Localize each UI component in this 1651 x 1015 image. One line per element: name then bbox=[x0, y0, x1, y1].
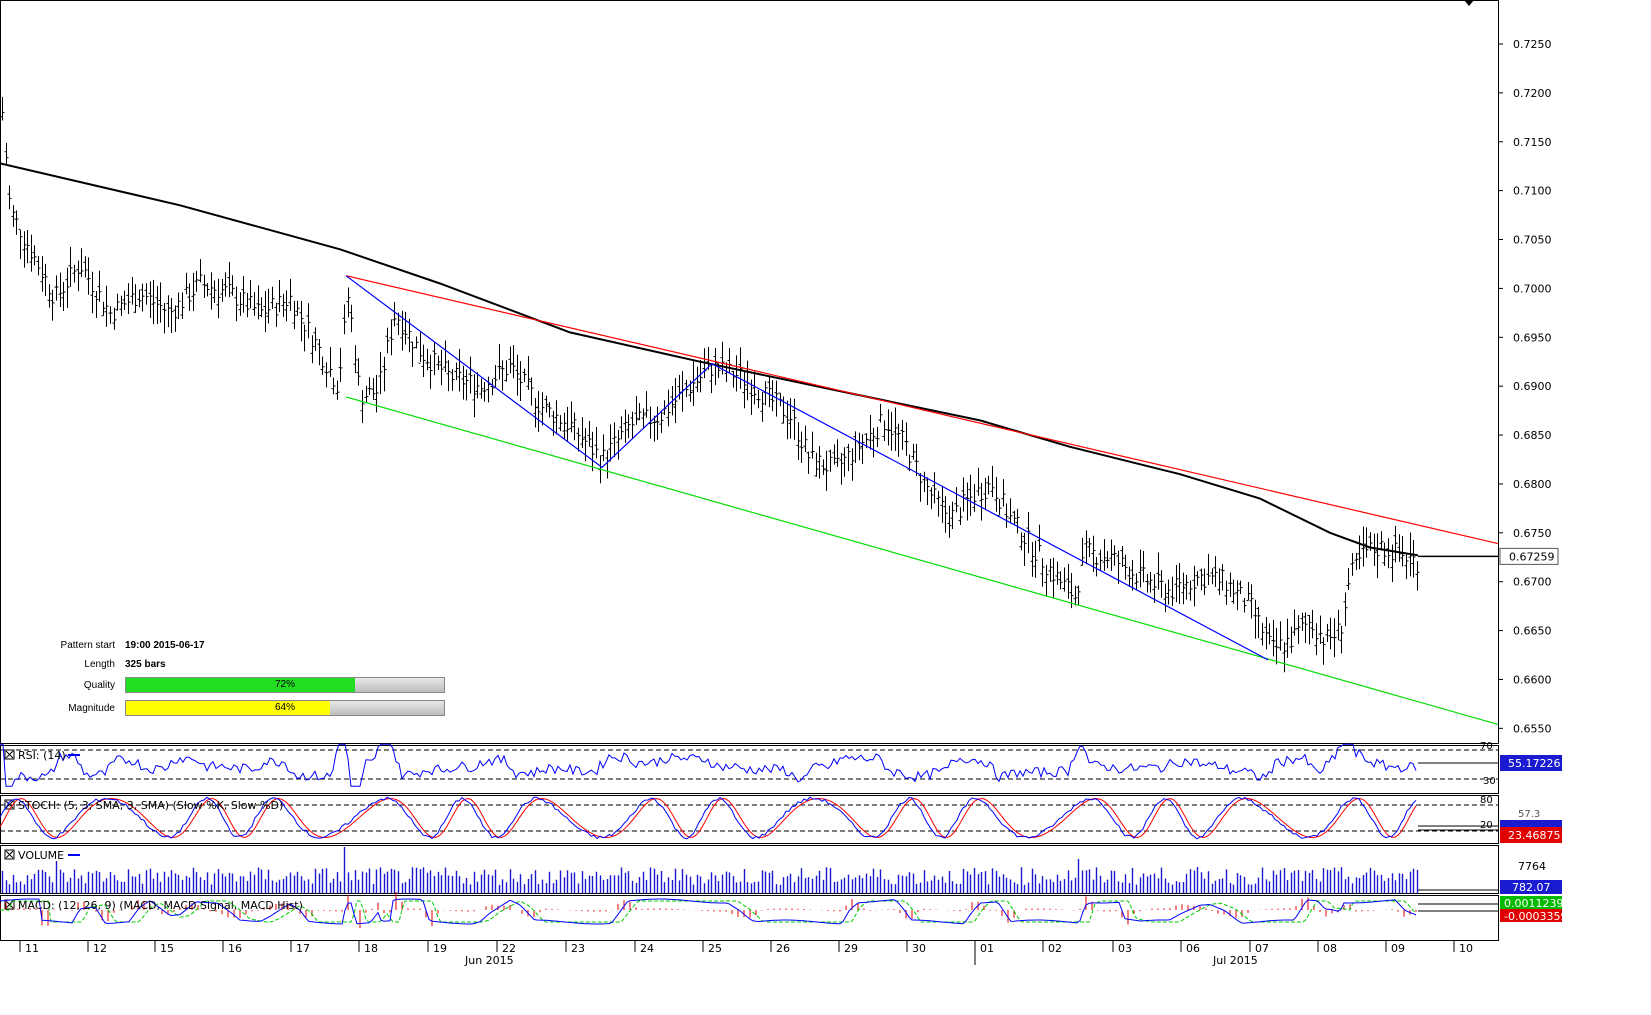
channel-upper-line bbox=[345, 275, 1499, 545]
macd-title: MACD: (12, 26, 9) (MACD, MACD Signal, MA… bbox=[18, 899, 303, 912]
main-price-panel bbox=[0, 0, 1499, 744]
x-day-label: 29 bbox=[844, 942, 858, 955]
macd-value: 0.0011239 bbox=[1504, 897, 1564, 910]
price-axis: 0.7250 0.7200 0.7150 0.7100 0.7050 0.7000 0.69… bbox=[1498, 38, 1559, 735]
rsi-title: RSI: (14) bbox=[18, 749, 66, 762]
quality-label: Quality bbox=[83, 680, 115, 691]
current-price-box bbox=[1499, 547, 1559, 565]
y-tick-label: 0.6850 bbox=[1513, 429, 1552, 442]
scroll-arrow-icon bbox=[1464, 0, 1474, 6]
length-value: 325 bars bbox=[125, 659, 166, 670]
stoch-value-box bbox=[1500, 827, 1562, 843]
macd-signal-line bbox=[0, 900, 1417, 923]
y-tick-label: 0.6750 bbox=[1513, 527, 1552, 540]
x-day-label: 08 bbox=[1323, 942, 1337, 955]
x-day-label: 17 bbox=[296, 942, 310, 955]
x-day-label: 07 bbox=[1255, 942, 1269, 955]
rsi-panel-border bbox=[0, 745, 1499, 794]
x-day-label: 03 bbox=[1118, 942, 1132, 955]
ohlc-bars bbox=[0, 96, 1420, 673]
y-tick-label: 0.7200 bbox=[1513, 87, 1552, 100]
rsi-value: 55.17226 bbox=[1508, 757, 1561, 770]
magnitude-bar: 64% bbox=[125, 700, 445, 716]
x-month-label: Jun 2015 bbox=[464, 954, 514, 967]
quality-bar: 72% bbox=[125, 677, 445, 693]
macd-signal-value-box bbox=[1500, 909, 1562, 922]
y-tick-label: 0.6900 bbox=[1513, 380, 1552, 393]
y-tick-label: 0.6600 bbox=[1513, 673, 1552, 686]
volume-value-box bbox=[1500, 880, 1562, 894]
y-tick-label: 0.6800 bbox=[1513, 478, 1552, 491]
close-icon bbox=[5, 900, 14, 909]
rsi-panel: 70 30 55.17226 RSI: (14) bbox=[0, 741, 1562, 794]
x-month-label: Jul 2015 bbox=[1212, 954, 1258, 967]
volume-title: VOLUME bbox=[18, 849, 64, 862]
quality-percent: 72% bbox=[274, 679, 295, 690]
stoch-title: STOCH: (5, 3, SMA, 3, SMA) (Slow %K, Slo… bbox=[18, 799, 283, 812]
magnitude-percent: 64% bbox=[274, 702, 295, 713]
rsi-value-box bbox=[1500, 755, 1562, 771]
stoch-level-label: 80 bbox=[1480, 795, 1493, 806]
length-label: Length bbox=[84, 659, 115, 670]
stoch-value: 23.46875 bbox=[1508, 829, 1561, 842]
channel-lower-line bbox=[345, 396, 1499, 725]
volume-level-label: 7764 bbox=[1518, 860, 1546, 873]
x-day-label: 01 bbox=[980, 942, 994, 955]
volume-value: 782.07 bbox=[1512, 881, 1551, 894]
macd-panel-border bbox=[0, 895, 1499, 941]
y-tick-label: 0.7050 bbox=[1513, 234, 1552, 247]
pattern-info: Pattern start 19:00 2015-06-17 Length 32… bbox=[0, 640, 445, 730]
close-icon bbox=[5, 850, 14, 859]
x-day-label: 16 bbox=[228, 942, 242, 955]
rsi-level-label: 70 bbox=[1480, 741, 1493, 752]
magnitude-label: Magnitude bbox=[68, 703, 115, 714]
stoch-slow-k-line bbox=[0, 796, 1417, 840]
y-tick-label: 0.7100 bbox=[1513, 185, 1552, 198]
macd-value-box bbox=[1500, 896, 1562, 909]
x-day-label: 02 bbox=[1048, 942, 1062, 955]
rsi-line bbox=[0, 743, 1417, 787]
y-tick-label: 0.6950 bbox=[1513, 331, 1552, 344]
x-day-label: 19 bbox=[433, 942, 447, 955]
y-tick-label: 0.7000 bbox=[1513, 282, 1552, 295]
x-day-label: 30 bbox=[912, 942, 926, 955]
moving-average-line bbox=[0, 162, 1419, 557]
x-day-label: 23 bbox=[571, 942, 585, 955]
x-day-label: 09 bbox=[1391, 942, 1405, 955]
y-tick-label: 0.6650 bbox=[1513, 625, 1552, 638]
x-day-label: 15 bbox=[160, 942, 174, 955]
x-day-label: 10 bbox=[1459, 942, 1473, 955]
macd-line bbox=[0, 898, 1417, 925]
current-price-label: 0.67259 bbox=[1509, 550, 1555, 563]
close-icon bbox=[5, 750, 14, 759]
x-day-label: 18 bbox=[364, 942, 378, 955]
x-day-label: 06 bbox=[1186, 942, 1200, 955]
x-day-label: 25 bbox=[708, 942, 722, 955]
stoch-value-hidden: 57.3 bbox=[1518, 809, 1540, 820]
stoch-slow-d-line bbox=[0, 797, 1417, 839]
main-panel-border bbox=[0, 0, 1499, 744]
zigzag-line bbox=[345, 275, 1269, 661]
y-tick-label: 0.6700 bbox=[1513, 576, 1552, 589]
pattern-start-value: 19:00 2015-06-17 bbox=[125, 640, 205, 651]
macd-signal-value: -0.0003359 bbox=[1504, 910, 1567, 923]
y-tick-label: 0.7250 bbox=[1513, 38, 1552, 51]
x-day-label: 11 bbox=[25, 942, 39, 955]
y-tick-label: 0.6550 bbox=[1513, 722, 1552, 735]
x-day-label: 26 bbox=[776, 942, 790, 955]
pattern-start-label: Pattern start bbox=[60, 640, 115, 651]
macd-panel: 0.0011239-0.0003359 MACD: (12, 26, 9) (MA… bbox=[0, 891, 1567, 941]
y-tick-label: 0.7150 bbox=[1513, 136, 1552, 149]
x-day-label: 22 bbox=[502, 942, 516, 955]
magnitude-bar-fill bbox=[126, 701, 330, 715]
quality-bar-fill bbox=[126, 678, 355, 692]
volume-panel: 7764 782.07 VOLUME bbox=[0, 845, 1562, 894]
x-day-label: 24 bbox=[640, 942, 654, 955]
date-axis: 11 12 15 16 17 18 19 22 23 24 25 26 29 30 01 02 03 06 07 08… bbox=[0, 940, 1498, 967]
x-day-label: 12 bbox=[93, 942, 107, 955]
rsi-level-label: 30 bbox=[1483, 776, 1496, 787]
